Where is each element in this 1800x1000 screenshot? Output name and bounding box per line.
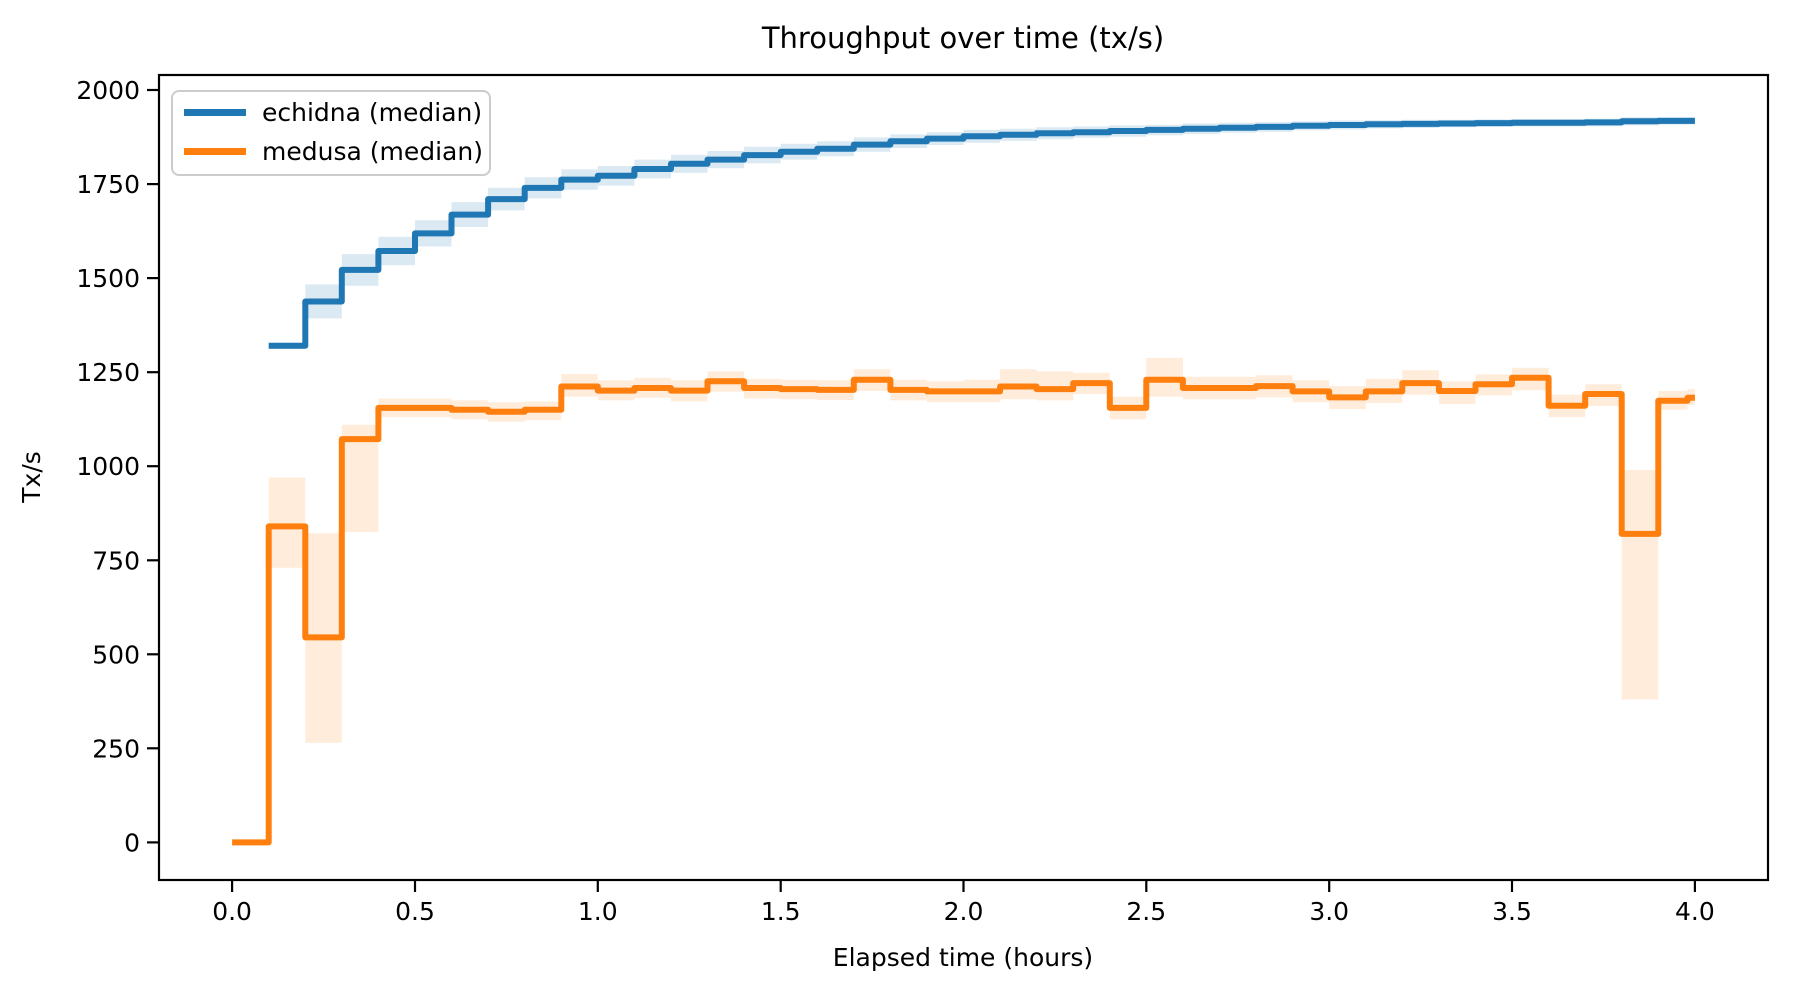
chart-title: Throughput over time (tx/s) xyxy=(761,21,1164,55)
x-tick-label: 0.0 xyxy=(212,897,252,926)
x-tick-label: 3.5 xyxy=(1492,897,1532,926)
y-tick-label: 1500 xyxy=(76,264,140,293)
y-tick-label: 1250 xyxy=(76,358,140,387)
x-tick-label: 4.0 xyxy=(1675,897,1715,926)
legend-item-echidna: echidna (median) xyxy=(262,98,482,127)
y-axis-label: Tx/s xyxy=(17,451,46,504)
legend-item-medusa: medusa (median) xyxy=(262,137,483,166)
x-tick-label: 0.5 xyxy=(395,897,435,926)
y-tick-label: 1750 xyxy=(76,170,140,199)
medusa-band xyxy=(232,357,1695,843)
medusa-median-line xyxy=(232,374,1695,846)
legend: echidna (median) medusa (median) xyxy=(171,90,491,176)
y-tick-label: 1000 xyxy=(76,452,140,481)
echidna-median-line xyxy=(268,117,1695,349)
axes-frame xyxy=(157,73,1770,882)
y-tick-label: 2000 xyxy=(76,76,140,105)
y-tick-label: 250 xyxy=(92,734,140,763)
x-axis-label: Elapsed time (hours) xyxy=(833,943,1093,972)
x-tick-label: 2.5 xyxy=(1126,897,1166,926)
x-tick-label: 1.0 xyxy=(578,897,618,926)
legend-frame xyxy=(171,90,491,176)
x-tick-label: 2.0 xyxy=(944,897,984,926)
plot-area: 0.0 0.5 1.0 1.5 2.0 2.5 3.0 3.5 4.0 0 250 500 750 100… xyxy=(76,73,1770,926)
y-tick-label: 500 xyxy=(92,640,140,669)
y-tick-label: 750 xyxy=(92,546,140,575)
x-tick-label: 3.0 xyxy=(1309,897,1349,926)
y-tick-label: 0 xyxy=(124,828,140,857)
x-tick-label: 1.5 xyxy=(761,897,801,926)
